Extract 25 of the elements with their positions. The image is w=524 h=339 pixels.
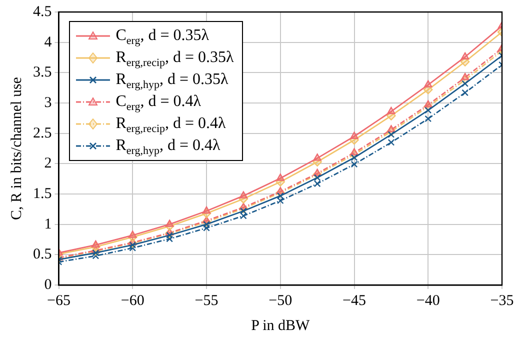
y-tick-label: 4 (44, 34, 52, 50)
y-tick-label: 3.5 (33, 64, 52, 81)
y-tick-label: 3 (44, 94, 52, 111)
y-tick-label: 1.5 (33, 186, 52, 202)
y-tick-label: 4.5 (33, 4, 52, 20)
legend-label: R$_{erg,hyp}$, d = 0.4λ (116, 136, 220, 158)
x-tick-label: −60 (120, 292, 144, 309)
x-tick-label: −50 (268, 292, 292, 309)
legend-label: C$_{erg}$, d = 0.4λ (116, 92, 202, 114)
x-tick-label: −45 (342, 292, 366, 309)
x-tick-label: −40 (416, 292, 440, 309)
x-axis-title: P in dBW (251, 318, 311, 334)
y-tick-label: 0 (44, 276, 52, 293)
legend-label: R$_{erg,recip}$, d = 0.35λ (116, 48, 234, 70)
y-tick-label: 2.5 (33, 125, 52, 142)
legend-label: R$_{erg,hyp}$, d = 0.35λ (116, 70, 228, 92)
x-tick-label: −65 (47, 292, 70, 309)
y-axis-title: C, R in bits/channel use (8, 76, 25, 220)
x-tick-label: −35 (490, 292, 514, 309)
x-tick-label: −55 (194, 292, 218, 309)
y-tick-label: 1 (44, 216, 52, 232)
legend-label: R$_{erg,recip}$, d = 0.4λ (116, 114, 226, 136)
y-tick-label: 2 (44, 156, 52, 172)
legend-label: C$_{erg}$, d = 0.35λ (116, 26, 210, 48)
y-tick-label: 0.5 (33, 246, 52, 263)
